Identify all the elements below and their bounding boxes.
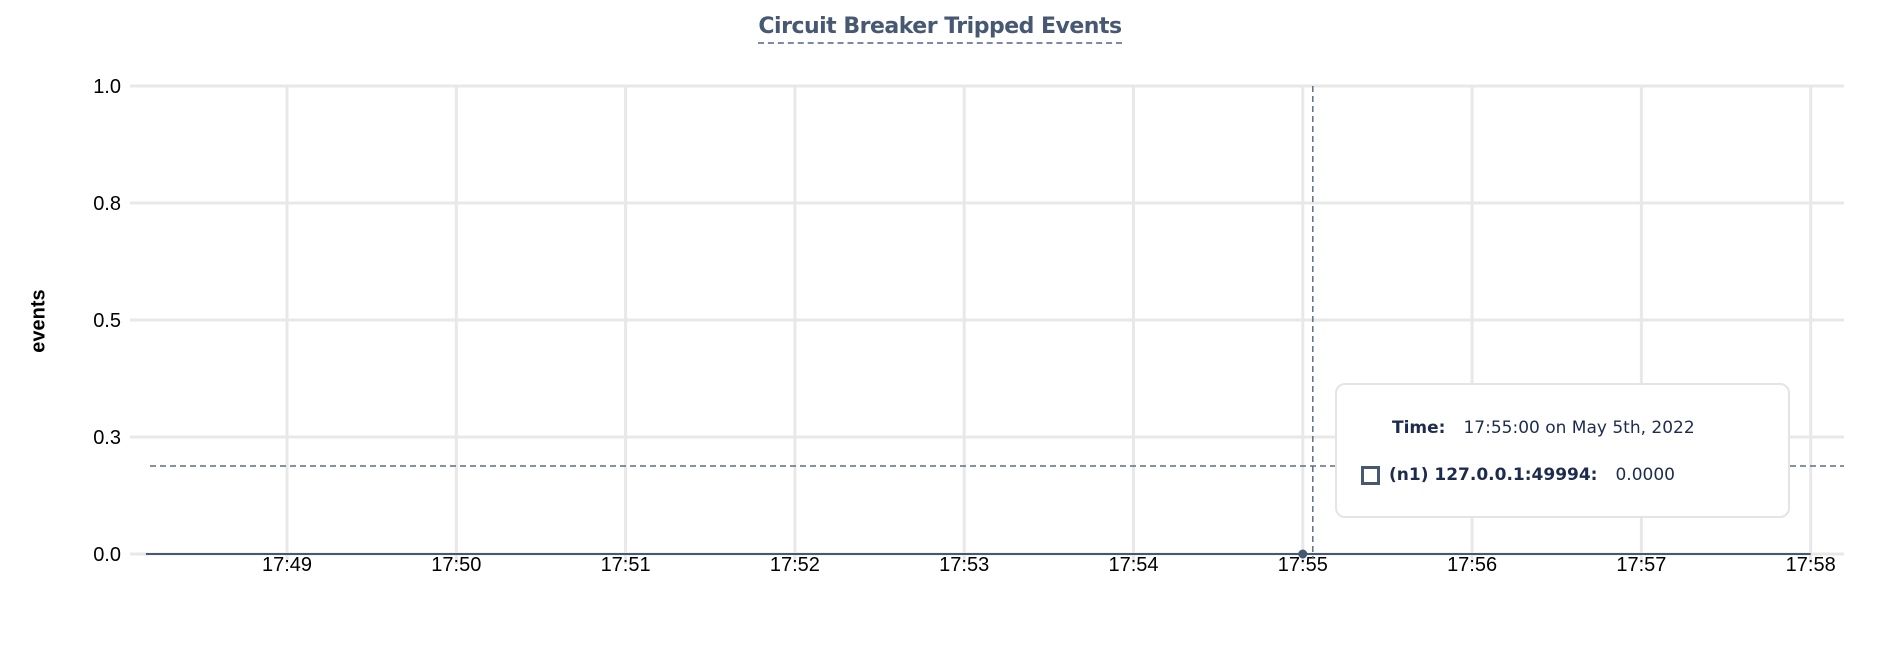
x-tick-label: 17:58 bbox=[1786, 554, 1836, 576]
chart-title-wrap: Circuit Breaker Tripped Events bbox=[0, 14, 1880, 44]
tooltip-series-value: 0.0000 bbox=[1615, 465, 1675, 485]
x-tick-label: 17:54 bbox=[1108, 554, 1158, 576]
tooltip-series-label: (n1) 127.0.0.1:49994: bbox=[1389, 465, 1598, 485]
x-tick-label: 17:57 bbox=[1616, 554, 1666, 576]
x-tick-label: 17:53 bbox=[939, 554, 989, 576]
y-tick-label: 0.8 bbox=[93, 193, 121, 215]
hover-point bbox=[1298, 549, 1308, 559]
x-tick-label: 17:51 bbox=[601, 554, 651, 576]
tooltip: Time: 17:55:00 on May 5th, 2022 (n1) 127.… bbox=[1335, 383, 1790, 518]
y-tick-label: 0.3 bbox=[93, 427, 121, 449]
tooltip-time-value: 17:55:00 on May 5th, 2022 bbox=[1463, 418, 1695, 438]
x-tick-label: 17:49 bbox=[262, 554, 312, 576]
y-tick-label: 1.0 bbox=[93, 76, 121, 98]
y-tick-label: 0.5 bbox=[93, 310, 121, 332]
y-tick-label: 0.0 bbox=[93, 544, 121, 566]
x-tick-label: 17:52 bbox=[770, 554, 820, 576]
tooltip-time-label: Time: bbox=[1392, 418, 1446, 438]
x-tick-label: 17:56 bbox=[1447, 554, 1497, 576]
series-swatch-icon bbox=[1361, 465, 1380, 485]
x-tick-label: 17:50 bbox=[431, 554, 481, 576]
chart-title[interactable]: Circuit Breaker Tripped Events bbox=[758, 14, 1122, 44]
x-tick-label: 17:55 bbox=[1278, 554, 1328, 576]
